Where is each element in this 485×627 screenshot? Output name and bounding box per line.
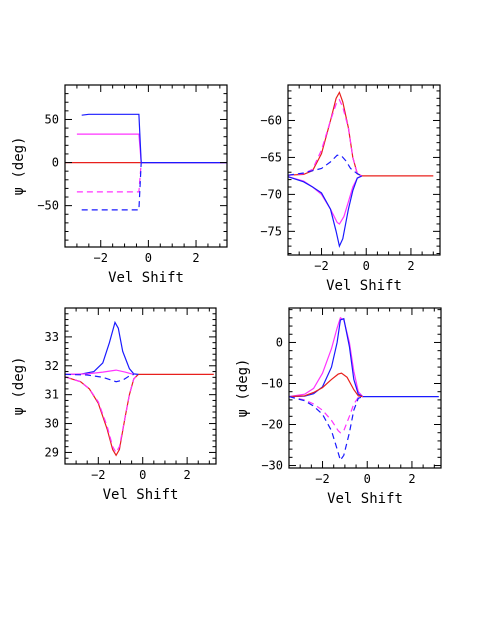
y-tick-label: −70 [260, 187, 282, 201]
panel-top-left: −2 0 2 −50 0 50 Vel Shift ψ (deg) [11, 84, 228, 286]
y-tick-label: 29 [45, 445, 59, 459]
y-tick-label: −10 [261, 376, 283, 390]
x-tick-label: −2 [314, 259, 328, 273]
x-tick-label: 2 [192, 251, 199, 265]
series-line-blue-dashed [287, 154, 363, 177]
series-line-magenta-dashed [287, 98, 363, 177]
y-axis-label: ψ (deg) [11, 136, 27, 195]
y-tick-label: 33 [45, 330, 59, 344]
y-tick-label: −75 [260, 224, 282, 238]
series-line-blue-solid [64, 320, 139, 375]
x-tick-label: 0 [139, 468, 146, 482]
x-tick-label: 0 [363, 259, 370, 273]
series-line-red-solid [288, 372, 363, 398]
series-line-red-solid [287, 90, 434, 177]
panel-top-right: −2 0 2 −75 −70 −65 −60 Vel Shift [260, 84, 441, 294]
series-line-blue-solid [288, 317, 439, 398]
y-tick-label: −50 [37, 199, 59, 213]
y-tick-label: 0 [52, 156, 59, 170]
series-line-magenta-solid [64, 369, 134, 375]
x-tick-label: 2 [408, 472, 415, 486]
plot-frame [64, 84, 228, 248]
series-line-blue-dashed [64, 373, 134, 383]
y-tick-label: 31 [45, 388, 59, 402]
y-tick-label: −20 [261, 418, 283, 432]
y-tick-label: 32 [45, 359, 59, 373]
x-tick-label: 0 [364, 472, 371, 486]
series-line-magenta-solid [76, 133, 227, 164]
x-tick-label: −2 [94, 251, 108, 265]
x-axis-label: Vel Shift [108, 270, 184, 286]
y-tick-label: −30 [261, 459, 283, 473]
y-tick-label: 50 [45, 112, 59, 126]
x-axis-label: Vel Shift [103, 487, 179, 503]
series-line-blue-solid [81, 113, 227, 164]
series-line-blue-dashed [81, 162, 142, 211]
y-tick-label: −65 [260, 150, 282, 164]
y-tick-label: −60 [260, 113, 282, 127]
series-line-magenta-solid [288, 316, 364, 398]
plot-frame [64, 307, 217, 465]
x-tick-label: 0 [145, 251, 152, 265]
series-line-magenta-dashed [76, 162, 142, 193]
y-tick-label: 30 [45, 417, 59, 431]
x-axis-label: Vel Shift [327, 491, 403, 507]
x-tick-label: −2 [315, 472, 329, 486]
series-line-blue-dashed [288, 396, 364, 462]
panel-bottom-left: −2 0 2 29 30 31 32 33 Vel Shift ψ (deg) [11, 307, 217, 503]
series-line-magenta-dashed [64, 373, 139, 454]
series-line-magenta-dashed [288, 396, 363, 434]
series-line-blue-solid [287, 175, 363, 248]
y-axis-label: ψ (deg) [11, 356, 27, 415]
x-axis-label: Vel Shift [326, 278, 402, 294]
x-tick-label: −2 [91, 468, 105, 482]
x-tick-label: 2 [407, 259, 414, 273]
x-tick-label: 2 [184, 468, 191, 482]
y-axis-label: ψ (deg) [235, 358, 251, 417]
y-tick-label: 0 [276, 335, 283, 349]
plot-frame [288, 307, 442, 469]
plot-frame [287, 84, 441, 256]
